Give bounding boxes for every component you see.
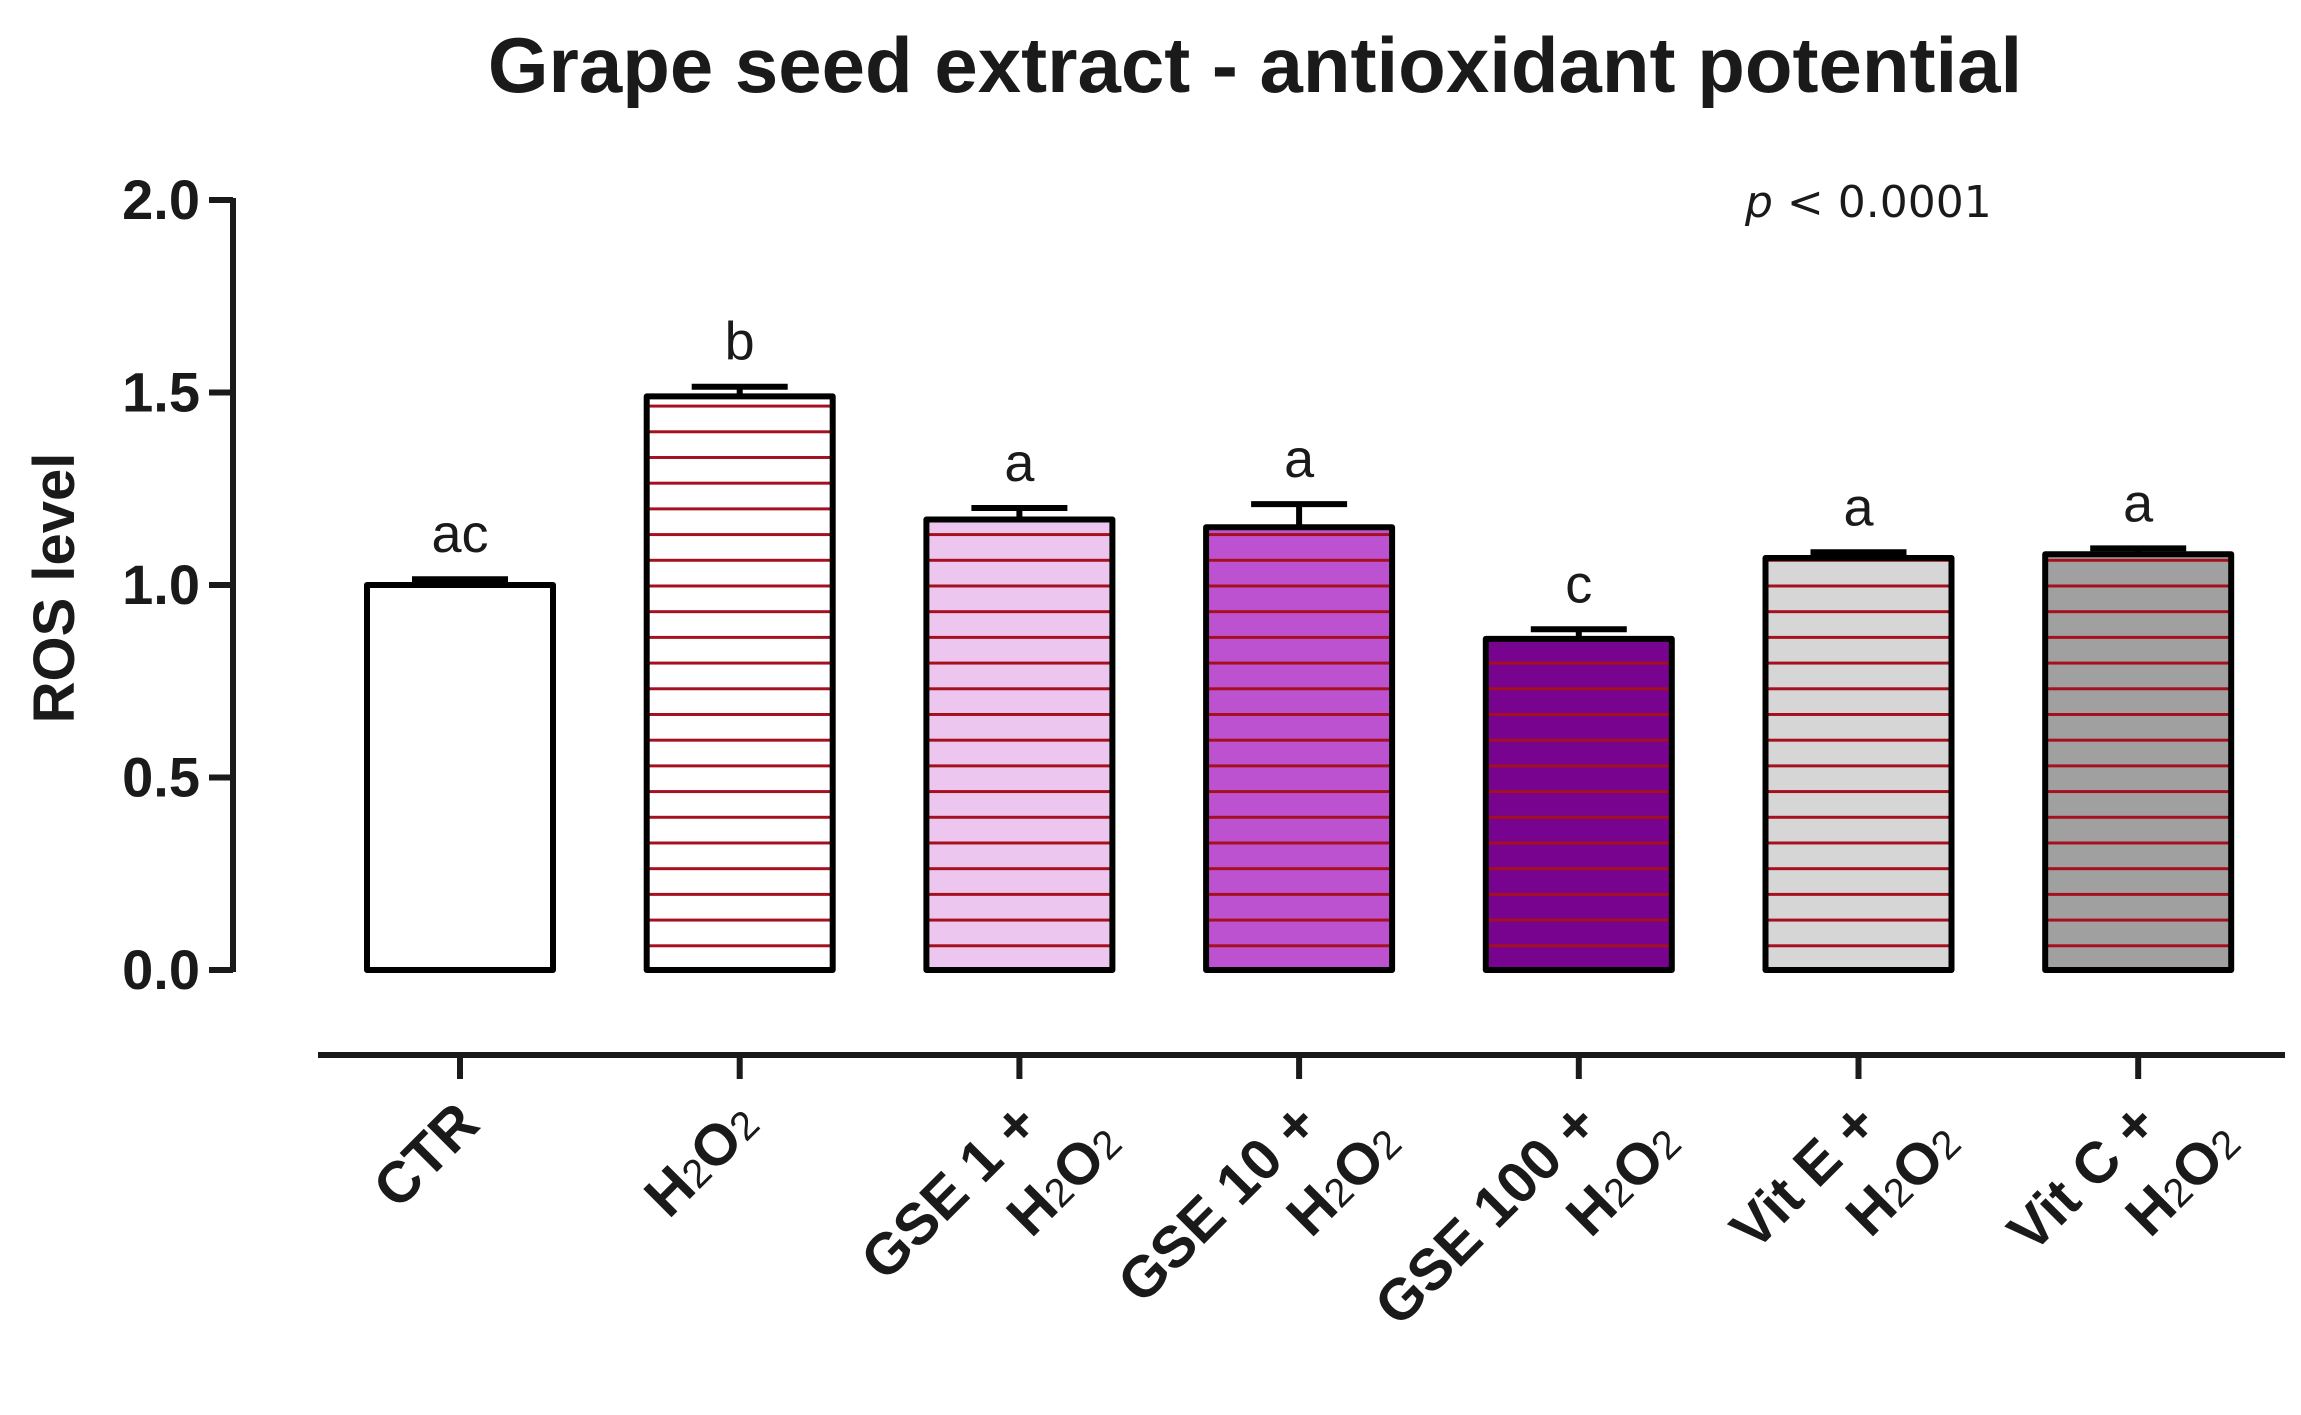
x-tick-label: Vit C +H2O2: [1995, 1090, 2249, 1264]
x-tick-label: GSE 100 +H2O2: [1362, 1090, 1690, 1338]
bar: [1203, 524, 1396, 973]
chart-title: Grape seed extract - antioxidant potenti…: [488, 21, 2022, 109]
x-tick-label-part: CTR: [361, 1090, 491, 1220]
bar: [364, 582, 556, 973]
significance-letter: a: [2123, 473, 2154, 533]
p-value-annotation: p < 0.0001: [1744, 177, 1992, 228]
x-tick-label: Vit E +H2O2: [1718, 1090, 1970, 1262]
y-tick-label: 2.0: [122, 168, 200, 231]
y-axis-label: ROS level: [22, 453, 87, 724]
p-value-text: < 0.0001: [1773, 177, 1992, 228]
significance-letter: c: [1565, 554, 1592, 614]
significance-letter: a: [1004, 433, 1035, 493]
x-tick-label-line1: CTR: [361, 1090, 491, 1220]
x-tick-label: GSE 1 +H2O2: [848, 1090, 1130, 1292]
significance-letter: ac: [431, 504, 488, 564]
significance-letter: a: [1843, 477, 1874, 537]
significance-letter: a: [1284, 429, 1315, 489]
y-tick-label: 0.0: [122, 938, 200, 1001]
y-tick-label: 0.5: [122, 746, 200, 809]
p-symbol: p: [1744, 177, 1773, 228]
y-tick-label: 1.0: [122, 553, 200, 616]
x-tick-label: H2O2: [632, 1090, 771, 1229]
bar: [923, 516, 1116, 973]
bar: [1482, 635, 1675, 974]
x-tick-label: GSE 10 +H2O2: [1105, 1090, 1410, 1315]
bar: [643, 393, 836, 974]
y-axis: 0.0 0.5 1.0 1.5 2.0: [122, 168, 236, 1001]
significance-letter: b: [725, 312, 755, 372]
bar: [1762, 555, 1955, 973]
bar: [2042, 551, 2235, 973]
y-tick-label: 1.5: [122, 361, 200, 424]
x-tick-label-line1: H2O2: [632, 1090, 771, 1229]
x-tick-label: CTR: [361, 1090, 491, 1220]
